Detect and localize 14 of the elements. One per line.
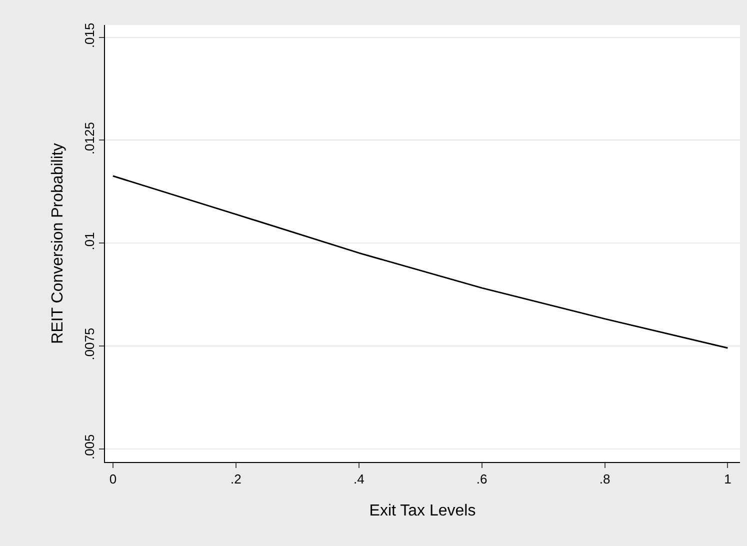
x-tick-label: .4 <box>353 472 364 487</box>
y-tick-label: .0075 <box>82 328 97 360</box>
x-tick-label: .6 <box>476 472 488 487</box>
y-tick-label: .0125 <box>82 122 97 155</box>
x-tick-label: .8 <box>599 472 610 487</box>
x-tick-label: 0 <box>109 472 117 487</box>
y-tick-label: .005 <box>82 434 97 460</box>
line-series <box>112 175 728 349</box>
x-tick-label: 1 <box>724 472 732 487</box>
y-tick-label: .01 <box>82 232 97 250</box>
y-tick-label: .015 <box>82 22 97 48</box>
x-axis-title: Exit Tax Levels <box>369 502 476 520</box>
y-axis-title: REIT Conversion Probability <box>50 143 67 344</box>
x-tick-label: .2 <box>230 472 242 487</box>
